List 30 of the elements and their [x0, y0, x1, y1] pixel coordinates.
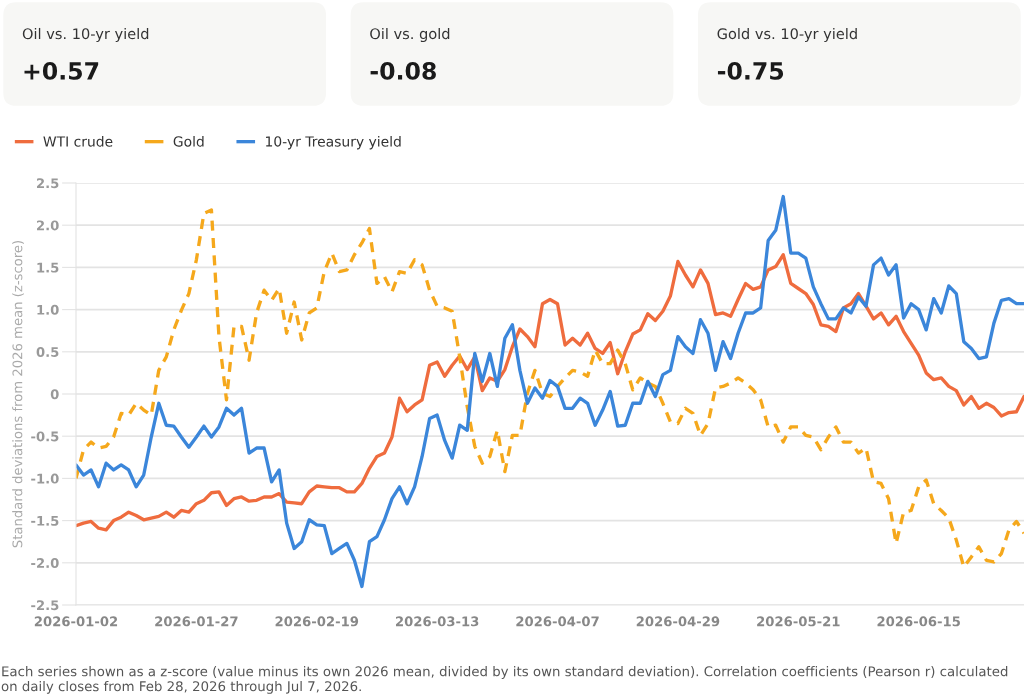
y-tick-label: -2.5 [31, 600, 59, 611]
x-tick-label: 2026-05-21 [757, 616, 840, 627]
text: Each series shown as a z-score (value minus its own 2026 mean, divided by its own standard deviation). Correlation coefficients (Pearson r) calculated on daily closes from Feb 28, 2026 through Jul 7, 2026. [1, 666, 1008, 694]
y-tick-label: 1.5 [37, 262, 59, 273]
y-tick-label: -1.5 [31, 515, 59, 526]
x-tick-label: 2026-02-19 [275, 616, 359, 627]
x-tick-label: 2026-03-13 [395, 616, 479, 627]
y-tick-label: 1.0 [37, 304, 59, 315]
text: +0.57 [24, 61, 99, 80]
y-tick-label: -0.5 [31, 431, 59, 442]
y-tick-label: -1.0 [31, 473, 59, 484]
y-tick-label: 2.5 [37, 178, 59, 189]
x-tick-label: 2026-04-07 [516, 616, 599, 627]
text: Oil vs. 10-yr yield [22, 27, 149, 43]
y-tick-label: 2.0 [37, 220, 59, 231]
x-tick-label: 2026-01-02 [34, 616, 118, 627]
y-tick-label: 0.5 [36, 347, 59, 357]
y-tick-label: 0 [50, 389, 59, 400]
legend-label: WTI crude [43, 135, 113, 147]
text: -0.08 [370, 61, 436, 80]
x-tick-label: 2026-01-27 [155, 616, 238, 627]
x-tick-label: 2026-04-29 [636, 616, 720, 627]
y-axis-title: Standard deviations from 2026 mean (z-score) [12, 240, 24, 548]
y-tick-label: -2.0 [31, 558, 59, 568]
x-tick-label: 2026-06-15 [877, 616, 960, 627]
text: Oil vs. gold [370, 27, 450, 43]
text: -0.75 [717, 61, 784, 80]
legend-label: Gold [173, 135, 204, 147]
legend-label: 10-yr Treasury yield [266, 135, 401, 150]
text: Gold vs. 10-yr yield [717, 27, 857, 43]
